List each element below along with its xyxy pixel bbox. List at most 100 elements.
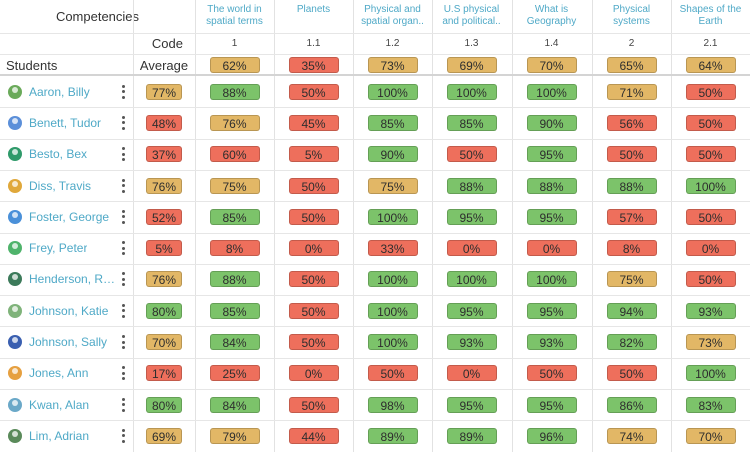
score-cell[interactable]: 100% bbox=[671, 358, 750, 389]
score-cell[interactable]: 50% bbox=[671, 264, 750, 295]
score-cell[interactable]: 8% bbox=[195, 233, 274, 264]
more-options-icon[interactable] bbox=[121, 209, 125, 224]
score-cell[interactable]: 84% bbox=[195, 326, 274, 357]
student-name-link[interactable]: Kwan, Alan bbox=[29, 397, 90, 412]
score-cell[interactable]: 75% bbox=[195, 170, 274, 201]
score-cell[interactable]: 50% bbox=[671, 76, 750, 107]
score-cell[interactable]: 0% bbox=[512, 233, 591, 264]
score-cell[interactable]: 50% bbox=[274, 326, 353, 357]
more-options-icon[interactable] bbox=[121, 272, 125, 287]
score-cell[interactable]: 88% bbox=[512, 170, 591, 201]
score-cell[interactable]: 100% bbox=[671, 170, 750, 201]
score-cell[interactable]: 50% bbox=[274, 264, 353, 295]
more-options-icon[interactable] bbox=[121, 241, 125, 256]
more-options-icon[interactable] bbox=[121, 178, 125, 193]
score-cell[interactable]: 86% bbox=[592, 389, 671, 420]
competency-name[interactable]: Planets bbox=[296, 4, 331, 15]
score-cell[interactable]: 45% bbox=[274, 107, 353, 138]
score-cell[interactable]: 95% bbox=[432, 389, 511, 420]
score-cell[interactable]: 50% bbox=[671, 107, 750, 138]
student-name-link[interactable]: Johnson, Sally bbox=[29, 335, 108, 350]
more-options-icon[interactable] bbox=[121, 115, 125, 130]
score-cell[interactable]: 100% bbox=[432, 264, 511, 295]
score-cell[interactable]: 33% bbox=[353, 233, 432, 264]
score-cell[interactable]: 82% bbox=[592, 326, 671, 357]
score-cell[interactable]: 70% bbox=[671, 420, 750, 451]
competency-name[interactable]: Shapes of the Earth bbox=[679, 4, 742, 27]
more-options-icon[interactable] bbox=[121, 147, 125, 162]
score-cell[interactable]: 95% bbox=[512, 389, 591, 420]
score-cell[interactable]: 83% bbox=[671, 389, 750, 420]
more-options-icon[interactable] bbox=[121, 366, 125, 381]
score-cell[interactable]: 100% bbox=[353, 264, 432, 295]
students-header[interactable]: Students bbox=[6, 57, 58, 73]
score-cell[interactable]: 50% bbox=[432, 139, 511, 170]
score-cell[interactable]: 90% bbox=[512, 107, 591, 138]
score-cell[interactable]: 0% bbox=[274, 358, 353, 389]
more-options-icon[interactable] bbox=[121, 303, 125, 318]
score-cell[interactable]: 88% bbox=[195, 264, 274, 295]
competency-name[interactable]: Physical systems bbox=[612, 4, 651, 27]
score-cell[interactable]: 100% bbox=[353, 201, 432, 232]
score-cell[interactable]: 95% bbox=[512, 139, 591, 170]
score-cell[interactable]: 94% bbox=[592, 295, 671, 326]
score-cell[interactable]: 50% bbox=[274, 170, 353, 201]
score-cell[interactable]: 73% bbox=[671, 326, 750, 357]
score-cell[interactable]: 84% bbox=[195, 389, 274, 420]
score-cell[interactable]: 85% bbox=[432, 107, 511, 138]
score-cell[interactable]: 95% bbox=[512, 201, 591, 232]
score-cell[interactable]: 76% bbox=[195, 107, 274, 138]
student-name-link[interactable]: Benett, Tudor bbox=[29, 115, 102, 130]
score-cell[interactable]: 88% bbox=[592, 170, 671, 201]
score-cell[interactable]: 50% bbox=[671, 201, 750, 232]
score-cell[interactable]: 0% bbox=[432, 358, 511, 389]
score-cell[interactable]: 50% bbox=[274, 201, 353, 232]
student-name-link[interactable]: Johnson, Katie bbox=[29, 303, 109, 318]
score-cell[interactable]: 95% bbox=[512, 295, 591, 326]
score-cell[interactable]: 50% bbox=[353, 358, 432, 389]
score-cell[interactable]: 0% bbox=[274, 233, 353, 264]
score-cell[interactable]: 50% bbox=[592, 139, 671, 170]
score-cell[interactable]: 100% bbox=[353, 76, 432, 107]
score-cell[interactable]: 50% bbox=[592, 358, 671, 389]
score-cell[interactable]: 75% bbox=[353, 170, 432, 201]
score-cell[interactable]: 60% bbox=[195, 139, 274, 170]
competency-name[interactable]: What is Geography bbox=[526, 4, 577, 27]
score-cell[interactable]: 100% bbox=[353, 326, 432, 357]
more-options-icon[interactable] bbox=[121, 397, 125, 412]
more-options-icon[interactable] bbox=[121, 84, 125, 99]
student-name-link[interactable]: Lim, Adrian bbox=[29, 428, 90, 443]
score-cell[interactable]: 98% bbox=[353, 389, 432, 420]
score-cell[interactable]: 88% bbox=[432, 170, 511, 201]
score-cell[interactable]: 88% bbox=[195, 76, 274, 107]
score-cell[interactable]: 89% bbox=[353, 420, 432, 451]
student-name-link[interactable]: Henderson, Rox.. bbox=[29, 272, 121, 287]
more-options-icon[interactable] bbox=[121, 335, 125, 350]
student-name-link[interactable]: Diss, Travis bbox=[29, 178, 92, 193]
student-name-link[interactable]: Foster, George bbox=[29, 209, 110, 224]
score-cell[interactable]: 85% bbox=[353, 107, 432, 138]
score-cell[interactable]: 50% bbox=[512, 358, 591, 389]
score-cell[interactable]: 25% bbox=[195, 358, 274, 389]
student-name-link[interactable]: Frey, Peter bbox=[29, 241, 88, 256]
competency-name[interactable]: Physical and spatial organ.. bbox=[361, 4, 424, 27]
more-options-icon[interactable] bbox=[121, 428, 125, 443]
score-cell[interactable]: 50% bbox=[274, 295, 353, 326]
score-cell[interactable]: 50% bbox=[274, 389, 353, 420]
score-cell[interactable]: 50% bbox=[671, 139, 750, 170]
score-cell[interactable]: 75% bbox=[592, 264, 671, 295]
score-cell[interactable]: 74% bbox=[592, 420, 671, 451]
score-cell[interactable]: 100% bbox=[512, 76, 591, 107]
score-cell[interactable]: 0% bbox=[671, 233, 750, 264]
score-cell[interactable]: 71% bbox=[592, 76, 671, 107]
score-cell[interactable]: 100% bbox=[353, 295, 432, 326]
score-cell[interactable]: 90% bbox=[353, 139, 432, 170]
score-cell[interactable]: 96% bbox=[512, 420, 591, 451]
competency-name[interactable]: The world in spatial terms bbox=[206, 4, 263, 27]
average-header[interactable]: Average bbox=[139, 57, 189, 73]
student-name-link[interactable]: Jones, Ann bbox=[29, 366, 89, 381]
score-cell[interactable]: 0% bbox=[432, 233, 511, 264]
score-cell[interactable]: 5% bbox=[274, 139, 353, 170]
score-cell[interactable]: 100% bbox=[432, 76, 511, 107]
student-name-link[interactable]: Besto, Bex bbox=[29, 147, 88, 162]
